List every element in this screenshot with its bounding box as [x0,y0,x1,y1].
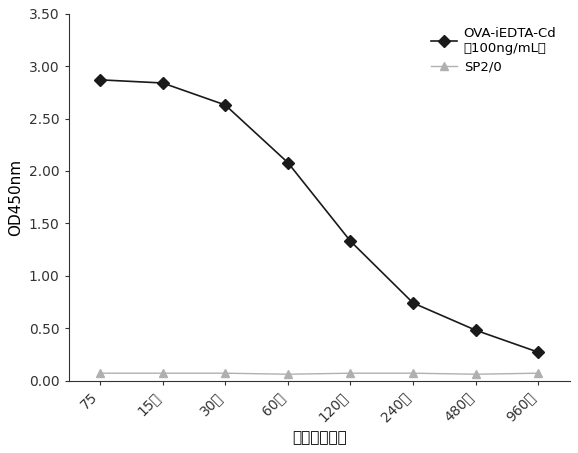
X-axis label: 抗体稀释倍数: 抗体稀释倍数 [292,429,347,445]
Legend: OVA-iEDTA-Cd
（100ng/mL）, SP2/0: OVA-iEDTA-Cd （100ng/mL）, SP2/0 [424,20,563,80]
Y-axis label: OD450nm: OD450nm [8,159,23,236]
